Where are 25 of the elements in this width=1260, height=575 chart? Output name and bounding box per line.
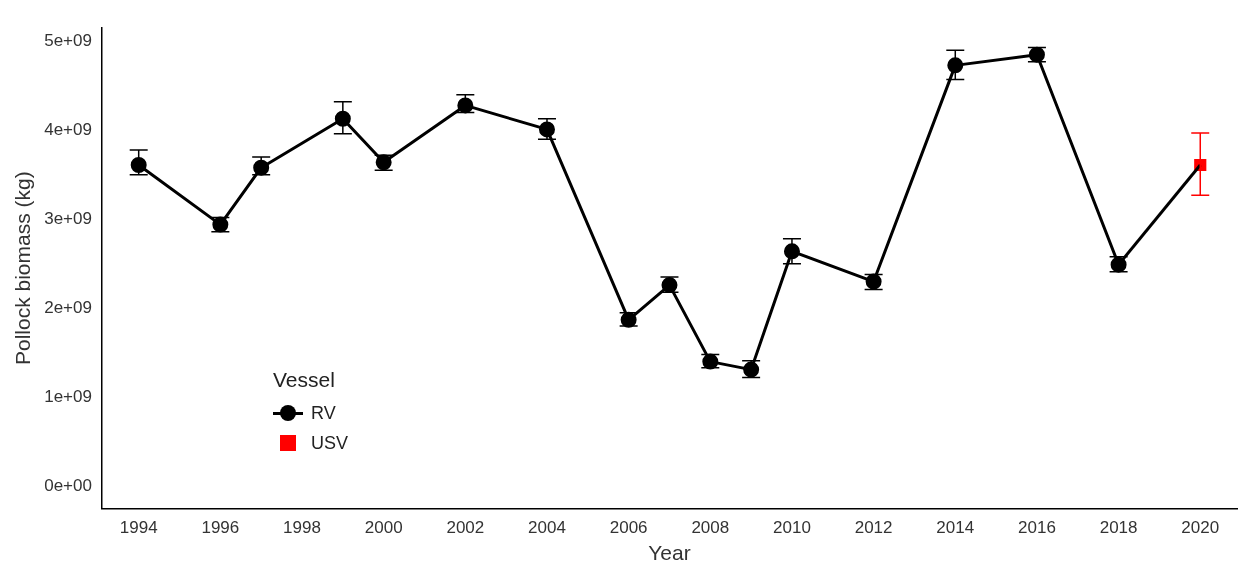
y-tick-label: 0e+00 — [44, 475, 92, 495]
x-tick-label: 2014 — [936, 518, 975, 538]
x-tick-label: 1996 — [201, 518, 240, 538]
x-tick-label: 2020 — [1181, 518, 1220, 538]
legend-label: USV — [311, 432, 349, 454]
x-tick-label: 2000 — [364, 518, 403, 538]
x-tick-label: 2002 — [446, 518, 485, 538]
x-tick-label: 2008 — [691, 518, 730, 538]
x-tick-label: 1994 — [119, 518, 158, 538]
x-tick-label: 2010 — [773, 518, 811, 538]
x-axis-title: Year — [648, 541, 691, 565]
x-tick-label: 2004 — [528, 518, 566, 538]
y-tick-label: 3e+09 — [44, 208, 92, 228]
y-tick-label: 4e+09 — [44, 119, 92, 139]
x-tick-label: 1998 — [283, 518, 321, 538]
x-tick-label: 2006 — [609, 518, 648, 538]
y-tick-label: 5e+09 — [44, 31, 92, 51]
x-tick-label: 2012 — [854, 518, 893, 538]
y-tick-label: 2e+09 — [44, 297, 92, 317]
x-tick-label: 2016 — [1018, 518, 1056, 538]
x-tick-label: 2018 — [1099, 518, 1138, 538]
legend-title: Vessel — [273, 368, 336, 392]
legend-label: RV — [311, 402, 336, 424]
y-axis-title: Pollock biomass (kg) — [11, 171, 35, 366]
y-tick-label: 1e+09 — [44, 386, 92, 406]
